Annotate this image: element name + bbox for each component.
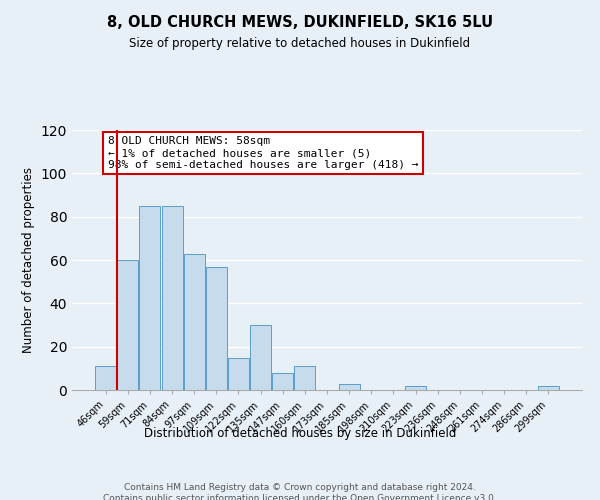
- Bar: [250, 325, 271, 390]
- Bar: [538, 386, 559, 390]
- Bar: [139, 206, 160, 390]
- Text: 8 OLD CHURCH MEWS: 58sqm
← 1% of detached houses are smaller (5)
98% of semi-det: 8 OLD CHURCH MEWS: 58sqm ← 1% of detache…: [107, 136, 418, 170]
- Bar: [206, 266, 227, 390]
- Text: Distribution of detached houses by size in Dukinfield: Distribution of detached houses by size …: [144, 428, 456, 440]
- Bar: [95, 366, 116, 390]
- Text: Contains public sector information licensed under the Open Government Licence v3: Contains public sector information licen…: [103, 494, 497, 500]
- Text: 8, OLD CHURCH MEWS, DUKINFIELD, SK16 5LU: 8, OLD CHURCH MEWS, DUKINFIELD, SK16 5LU: [107, 15, 493, 30]
- Bar: [272, 372, 293, 390]
- Bar: [184, 254, 205, 390]
- Bar: [228, 358, 249, 390]
- Text: Size of property relative to detached houses in Dukinfield: Size of property relative to detached ho…: [130, 38, 470, 51]
- Bar: [338, 384, 359, 390]
- Bar: [295, 366, 316, 390]
- Bar: [161, 206, 182, 390]
- Text: Contains HM Land Registry data © Crown copyright and database right 2024.: Contains HM Land Registry data © Crown c…: [124, 482, 476, 492]
- Bar: [118, 260, 139, 390]
- Y-axis label: Number of detached properties: Number of detached properties: [22, 167, 35, 353]
- Bar: [405, 386, 426, 390]
